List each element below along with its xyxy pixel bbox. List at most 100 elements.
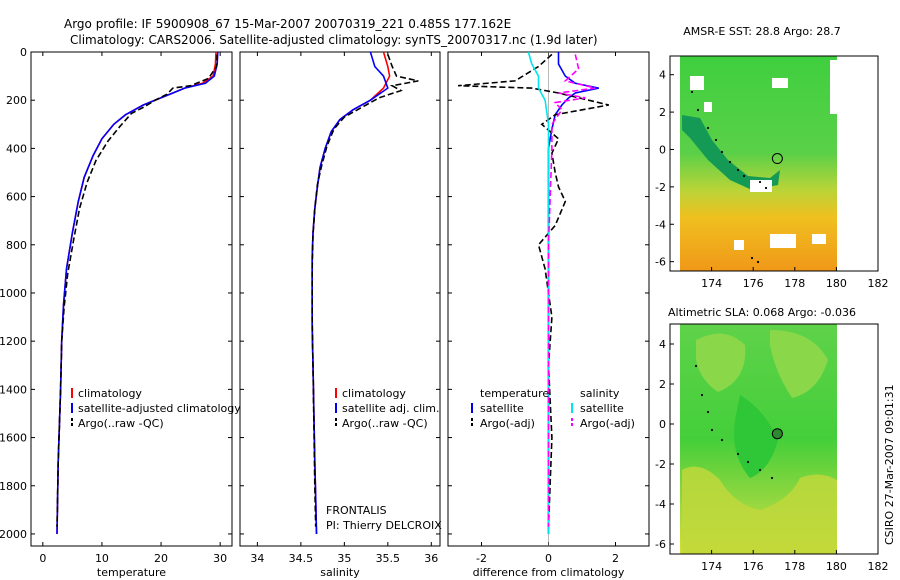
- salinity-series-climatology: [311, 51, 391, 535]
- island-mark: [756, 260, 760, 264]
- salinity-x-tick-label: 34: [250, 552, 264, 565]
- temperature-x-axis-label: temperature: [97, 566, 166, 579]
- difference-legend-entry: temperature: [480, 387, 549, 400]
- sst-map-y-tick-label: -6: [655, 256, 666, 269]
- island-mark: [736, 168, 740, 172]
- salinity-x-tick-label: 35.5: [376, 552, 401, 565]
- sla-map-x-tick-label: 182: [868, 560, 889, 573]
- difference-legend-entry: satellite: [580, 402, 624, 415]
- sla-map-y-tick-label: -2: [655, 458, 666, 471]
- temperature-y-tick-label: 600: [6, 191, 27, 204]
- temperature-legend-entry: satellite-adjusted climatology: [78, 402, 241, 415]
- difference-legend-entry: Argo(-adj): [580, 417, 635, 430]
- island-mark: [720, 438, 724, 442]
- sst-map-panel: [680, 56, 865, 271]
- map-axes: 174 176 178 180 182 -6 -4 -2 0 2 4 AMSR-E SST: 28.8…: [655, 25, 888, 573]
- island-mark: [710, 428, 714, 432]
- sst-gap: [772, 78, 788, 88]
- sst-map-y-tick-label: 0: [659, 143, 666, 156]
- salinity-legend-entry: Argo(..raw -QC): [342, 417, 428, 430]
- sla-map-x-tick-label: 178: [784, 560, 805, 573]
- sst-gap: [812, 234, 826, 244]
- island-mark: [714, 138, 718, 142]
- sst-map-land-mask: [837, 56, 865, 271]
- sst-gap: [750, 180, 772, 192]
- difference-series-temperature-satellite: [547, 52, 599, 534]
- island-mark: [750, 256, 754, 260]
- sla-map-y-tick-label: -6: [655, 538, 666, 551]
- sst-map-y-tick-label: -4: [655, 218, 666, 231]
- sst-gap: [690, 76, 704, 90]
- sst-map-axes-frame: [669, 55, 879, 272]
- sla-high-patch: [770, 330, 828, 398]
- island-mark: [728, 160, 732, 164]
- sla-high-patch: [682, 466, 837, 554]
- island-mark: [706, 126, 710, 130]
- sla-map-axes-frame: [669, 323, 879, 555]
- island-mark: [758, 468, 762, 472]
- sst-map-x-tick-label: 174: [701, 277, 722, 290]
- sla-map-x-tick-label: 174: [701, 560, 722, 573]
- salinity-axes-frame: [239, 51, 441, 547]
- sst-gap: [770, 234, 796, 248]
- temperature-legend-entry: climatology: [78, 387, 142, 400]
- salinity-annotation: FRONTALIS: [326, 504, 387, 517]
- salinity-x-axis-label: salinity: [320, 566, 360, 579]
- difference-legend-entry: salinity: [580, 387, 620, 400]
- argo-float-position-marker: [771, 153, 783, 165]
- sla-map-panel: [680, 324, 865, 554]
- island-mark: [694, 364, 698, 368]
- sst-map-x-tick-label: 178: [784, 277, 805, 290]
- sst-map-x-tick-label: 180: [826, 277, 847, 290]
- island-mark: [746, 460, 750, 464]
- temperature-axes-frame: [30, 51, 233, 547]
- island-mark: [736, 452, 740, 456]
- temperature-y-tick-label: 200: [6, 94, 27, 107]
- difference-x-tick-label: -2: [476, 552, 487, 565]
- sla-high-patch: [696, 333, 746, 392]
- sla-map-x-tick-label: 180: [826, 560, 847, 573]
- figure-title-line2: Climatology: CARS2006. Satellite-adjuste…: [70, 33, 598, 47]
- sst-gap: [830, 60, 837, 114]
- island-mark: [758, 180, 762, 184]
- sst-map-x-tick-label: 182: [868, 277, 889, 290]
- sla-map-land-mask: [837, 324, 865, 554]
- salinity-x-tick-label: 36: [424, 552, 438, 565]
- temperature-y-tick-label: 1400: [0, 383, 27, 396]
- sla-map-title: Altimetric SLA: 0.068 Argo: -0.036: [668, 306, 856, 319]
- difference-x-tick-label: 2: [612, 552, 619, 565]
- temperature-y-tick-label: 800: [6, 239, 27, 252]
- sla-map-x-tick-label: 176: [743, 560, 764, 573]
- sla-low-patch: [734, 395, 778, 478]
- sst-map-x-tick-label: 176: [743, 277, 764, 290]
- difference-series-salinity-argo-adj-: [547, 54, 596, 527]
- sla-map-y-tick-label: 4: [659, 338, 666, 351]
- island-mark: [764, 186, 768, 190]
- salinity-annotation: PI: Thierry DELCROIX: [326, 519, 442, 532]
- salinity-x-tick-label: 35: [337, 552, 351, 565]
- island-mark: [690, 90, 694, 94]
- difference-legend-entry: Argo(-adj): [480, 417, 535, 430]
- salinity-series-argo-raw-qc-: [311, 54, 419, 527]
- temperature-series-satellite-adjusted-climatology: [56, 51, 219, 535]
- salinity-legend-entry: climatology: [342, 387, 406, 400]
- salinity-series-satellite-adj-clim-: [311, 51, 389, 535]
- sla-map-y-tick-label: -4: [655, 498, 666, 511]
- temperature-y-tick-label: 400: [6, 142, 27, 155]
- sst-map-field: [680, 56, 837, 271]
- temperature-y-tick-label: 2000: [0, 528, 27, 541]
- argo-float-position-marker: [771, 428, 783, 440]
- sst-gap: [734, 240, 744, 250]
- difference-x-tick-label: 0: [545, 552, 552, 565]
- salinity-x-tick-label: 34.5: [289, 552, 314, 565]
- temperature-x-tick-label: 30: [213, 552, 227, 565]
- difference-series-salinity-satellite: [527, 51, 550, 534]
- temperature-x-tick-label: 20: [154, 552, 168, 565]
- island-mark: [700, 393, 704, 397]
- island-mark: [696, 108, 700, 112]
- difference-series-temperature-argo-adj-: [458, 53, 609, 527]
- side-timestamp-label: CSIRO 27-Mar-2007 09:01:31: [883, 384, 896, 545]
- temperature-profile-panel: 0 10 20 30 0 200 400 600 800 1000 1200 1400 1600 1800…: [0, 46, 241, 579]
- sla-map-y-tick-label: 2: [659, 378, 666, 391]
- temperature-y-tick-label: 1600: [0, 432, 27, 445]
